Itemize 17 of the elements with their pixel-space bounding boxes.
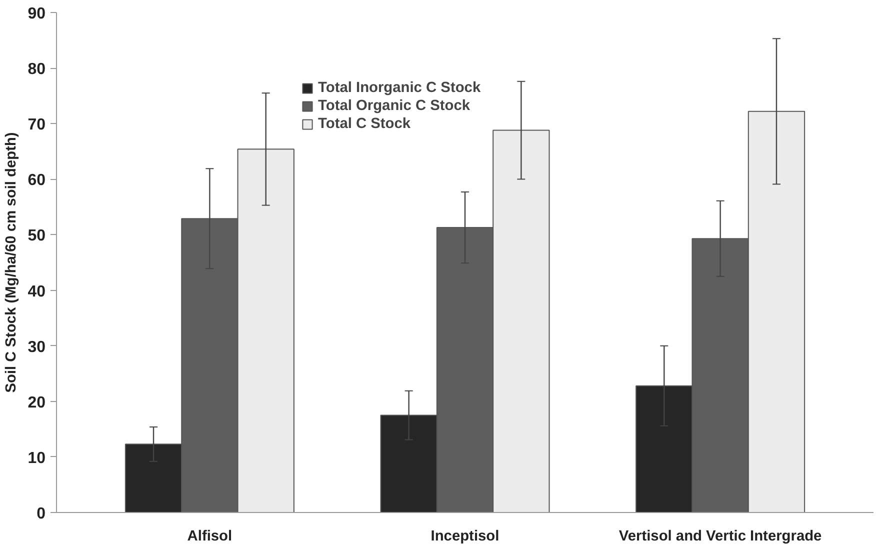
y-tick-label: 60 [28,172,46,190]
y-tick-label: 70 [28,116,46,134]
y-tick-label: 0 [36,506,46,522]
y-tick-label: 30 [28,338,46,356]
y-tick-label: 80 [28,61,46,78]
y-tick-label: 90 [28,6,46,22]
x-tick-label: Vertisol and Vertic Intergrade [618,528,822,544]
x-tick-label: Alfisol [187,528,232,544]
y-tick-label: 10 [28,450,46,467]
y-tick-label: 20 [28,394,46,412]
legend-label: Total Organic C Stock [318,98,470,114]
legend-label: Total Inorganic C Stock [318,80,481,96]
legend-label: Total C Stock [318,116,411,132]
y-axis-title: Soil C Stock (Mg/ha/60 cm soil depth) [4,132,20,393]
x-tick-label: Inceptisol [430,528,500,544]
y-tick-label: 40 [28,283,46,300]
y-tick-label: 50 [28,228,46,245]
